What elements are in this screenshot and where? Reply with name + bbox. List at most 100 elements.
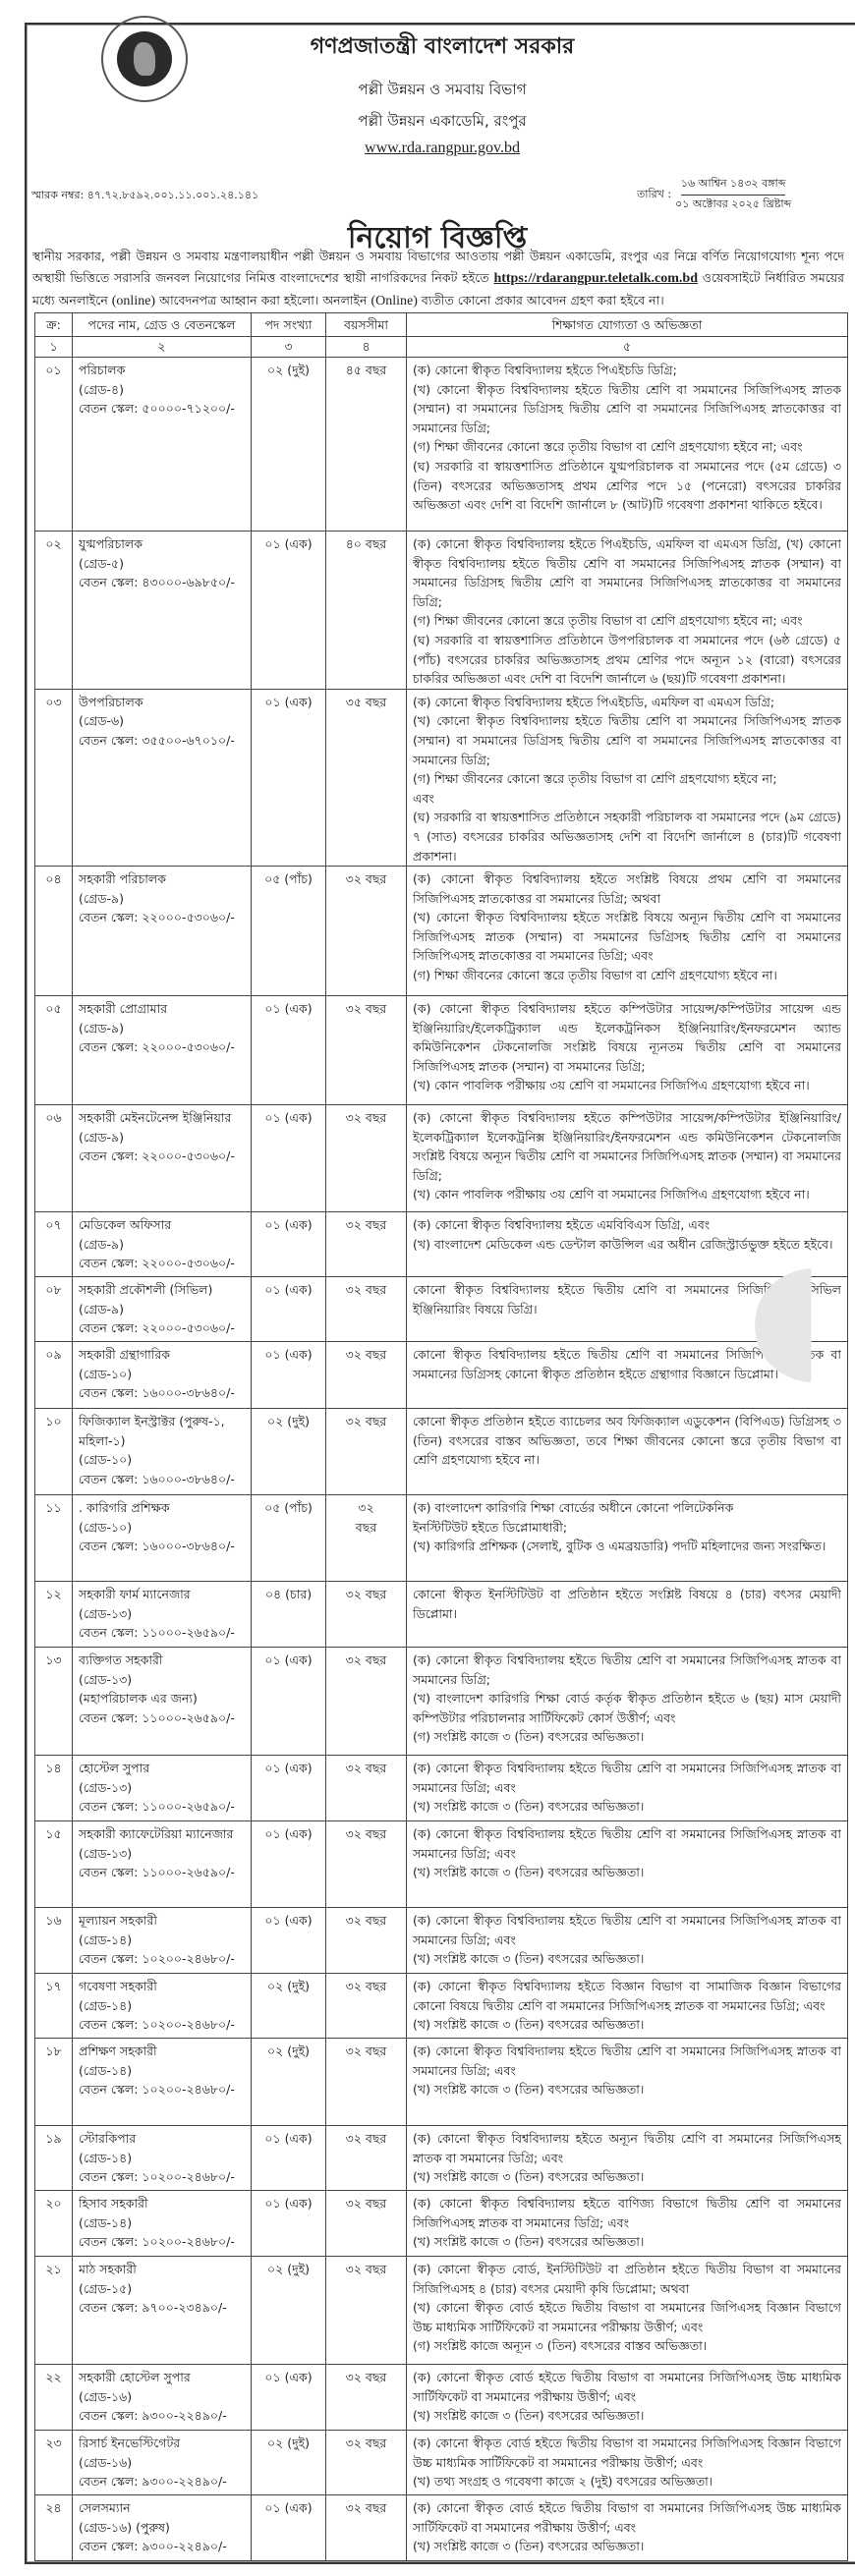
application-website-link[interactable]: https://rdarangpur.teletalk.com.bd bbox=[493, 271, 698, 286]
government-name: গণপ্রজাতন্ত্রী বাংলাদেশ সরকার bbox=[310, 34, 575, 59]
qualification-item: (খ) কোনো স্বীকৃত বিশ্ববিদ্যালয় হইতে সংশ… bbox=[413, 910, 841, 964]
post-name-line: বেতন স্কেল: ১৬০০০-৩৮৬৪০/- bbox=[79, 1471, 235, 1486]
table-row: ২৪ সেলসম্যান (গ্রেড-১৬) (পুরুষ) বেতন স্কেল:… bbox=[34, 2494, 848, 2562]
qualification-item: (ক) কোনো স্বীকৃত বিশ্ববিদ্যালয় হইতে পিএ… bbox=[413, 536, 841, 609]
post-name-line: (গ্রেড-১০) bbox=[79, 1452, 133, 1468]
column-number: ৫ bbox=[406, 336, 848, 358]
table-row: ০৫ সহকারী প্রোগ্রামার (গ্রেড-৯) বেতন স্কেল:… bbox=[34, 995, 848, 1106]
post-name-cell: ফিজিক্যাল ইনস্ট্রাক্টর (পুরুষ-১, মহিলা-১… bbox=[72, 1408, 252, 1496]
post-name-cell: সহকারী ক্যাফেটেরিয়া ম্যানেজার (গ্রেড-১৩)… bbox=[72, 1820, 252, 1909]
age-limit-cell: ৩২ বছর bbox=[325, 1581, 407, 1649]
table-row: ০৩ উপপরিচালক (গ্রেড-৬) বেতন স্কেল: ৩৫৫০০-৬৭… bbox=[34, 688, 848, 868]
qualification-item: (খ) সংশ্লিষ্ট কাজে ৩ (তিন) বৎসরের অভিজ্ঞ… bbox=[413, 2539, 645, 2554]
qualification-item: (খ) কোনো স্বীকৃত বিশ্ববিদ্যালয় হইতে দ্ব… bbox=[413, 713, 841, 767]
table-row: ০২ যুগ্মপরিচালক (গ্রেড-৫) বেতন স্কেল: ৪৩০০০… bbox=[34, 531, 848, 690]
post-count-cell: ০৫ (পাঁচ) bbox=[251, 866, 326, 997]
qualification-cell: কোনো স্বীকৃত বিশ্ববিদ্যালয় হইতে দ্বিতীয… bbox=[406, 1276, 848, 1343]
post-name-line: বেতন স্কেল: ৫০০০০-৭১২০০/- bbox=[79, 401, 235, 417]
qualification-item: কোনো স্বীকৃত ইনস্টিটিউট বা প্রতিষ্ঠান হই… bbox=[413, 1587, 841, 1621]
post-name-line: (মহাপরিচালক এর জন্য) bbox=[79, 1691, 198, 1707]
qualification-item: (ক) কোনো স্বীকৃত বিশ্ববিদ্যালয় হইতে পিএ… bbox=[413, 694, 775, 709]
intro-text: ওয়েবসাইটে নির্ধারিত সময়ের মধ্যে অনলাইন… bbox=[32, 270, 844, 308]
table-row: ১৪ হোস্টেল সুপার (গ্রেড-১৩) বেতন স্কেল: ১১০… bbox=[34, 1755, 848, 1822]
post-name-cell: উপপরিচালক (গ্রেড-৬) বেতন স্কেল: ৩৫৫০০-৬৭০১… bbox=[72, 688, 252, 868]
qualification-cell: (ক) কোনো স্বীকৃত বিশ্ববিদ্যালয় হইতে পিএ… bbox=[406, 357, 848, 532]
table-row: ০১ পরিচালক (গ্রেড-৪) বেতন স্কেল: ৫০০০০-৭১২০… bbox=[34, 357, 848, 532]
post-name-cell: প্রশিক্ষণ সহকারী (গ্রেড-১৪) বেতন স্কেল: ১০… bbox=[72, 2038, 252, 2127]
post-count-cell: ০২ (দুই) bbox=[251, 2256, 326, 2366]
qualification-cell: (ক) কোনো স্বীকৃত বোর্ড হইতে দ্বিতীয় বিভ… bbox=[406, 2364, 848, 2432]
qualification-item: (ক) কোনো স্বীকৃত বোর্ড, ইনস্টিটিউট বা প্… bbox=[413, 2262, 841, 2296]
qualification-item: (খ) সংশ্লিষ্ট কাজে ৩ (তিন) বৎসরের অভিজ্ঞ… bbox=[413, 2169, 645, 2185]
qualification-cell: কোনো স্বীকৃত ইনস্টিটিউট বা প্রতিষ্ঠান হই… bbox=[406, 1581, 848, 1649]
qualification-cell: (ক) কোনো স্বীকৃত বিশ্ববিদ্যালয় হইতে পিএ… bbox=[406, 531, 848, 690]
post-name-line: যুগ্মপরিচালক bbox=[79, 536, 142, 551]
post-name-line: মূল্যায়ন সহকারী bbox=[79, 1913, 157, 1929]
qualification-item: (ক) কোনো স্বীকৃত বিশ্ববিদ্যালয় হইতে বাণ… bbox=[413, 2196, 841, 2230]
post-name-line: (গ্রেড-১৬) bbox=[79, 2388, 133, 2404]
intro-paragraph: স্থানীয় সরকার, পল্লী উন্নয়ন ও সমবায় ম… bbox=[32, 246, 844, 312]
post-name-line: সহকারী পরিচালক bbox=[79, 871, 166, 887]
table-row: ১৩ ব্যক্তিগত সহকারী (গ্রেড-১৩) (মহাপরিচালক … bbox=[34, 1647, 848, 1757]
age-limit-cell: ৩২ বছর bbox=[325, 2125, 407, 2192]
table-row: ০৬ সহকারী মেইনটেনেন্স ইঞ্জিনিয়ার (গ্রেড-৯… bbox=[34, 1104, 848, 1213]
website-link[interactable]: www.rda.rangpur.gov.bd bbox=[365, 140, 520, 156]
post-name-cell: . কারিগরি প্রশিক্ষক (গ্রেড-১০) বেতন স্কেল:… bbox=[72, 1494, 252, 1583]
post-name-line: বেতন স্কেল: ১০২০০-২৪৬৮০/- bbox=[79, 2234, 235, 2250]
serial-cell: ১৮ bbox=[34, 2038, 73, 2127]
post-name-line: (গ্রেড-১৬) bbox=[79, 2454, 133, 2470]
age-limit-cell: ৩২ বছর bbox=[325, 1494, 407, 1583]
post-name-line: বেতন স্কেল: ৩৫৫০০-৬৭০১০/- bbox=[79, 732, 235, 748]
post-name-cell: সেলসম্যান (গ্রেড-১৬) (পুরুষ) বেতন স্কেল: ৯… bbox=[72, 2494, 252, 2562]
table-row: ১০ ফিজিক্যাল ইনস্ট্রাক্টর (পুরুষ-১, মহিলা… bbox=[34, 1408, 848, 1496]
qualification-cell: (ক) কোনো স্বীকৃত বিশ্ববিদ্যালয় হইতে পিএ… bbox=[406, 688, 848, 868]
post-name-line: সহকারী হোস্টেল সুপার bbox=[79, 2370, 191, 2385]
qualification-item: (ক) কোনো স্বীকৃত বিশ্ববিদ্যালয় হইতে দ্ব… bbox=[413, 1826, 841, 1861]
post-name-line: (গ্রেড-৯) bbox=[79, 890, 125, 906]
age-limit-cell: ৩২ বছর bbox=[325, 1907, 407, 1975]
intro-text: (online) bbox=[111, 294, 156, 308]
header-age-limit: বয়সসীমা bbox=[325, 312, 407, 337]
qualification-item: (গ) সংশ্লিষ্ট কাজে ৩ (তিন) বৎসরের অভিজ্ঞ… bbox=[413, 1729, 645, 1745]
table-row: ২০ হিসাব সহকারী (গ্রেড-১৪) বেতন স্কেল: ১০২০… bbox=[34, 2190, 848, 2258]
post-name-cell: মূল্যায়ন সহকারী (গ্রেড-১৪) বেতন স্কেল: ১০… bbox=[72, 1907, 252, 1975]
qualification-cell: (ক) কোনো স্বীকৃত বিশ্ববিদ্যালয় হইতে দ্ব… bbox=[406, 2038, 848, 2127]
serial-cell: ০১ bbox=[34, 357, 73, 532]
header-serial: ক্র: bbox=[34, 312, 73, 337]
intro-text: (Online) bbox=[370, 294, 418, 308]
age-limit-cell: ৩২ বছর bbox=[325, 1647, 407, 1757]
post-name-cell: সহকারী ফার্ম ম্যানেজার (গ্রেড-১৩) বেতন স্ক… bbox=[72, 1581, 252, 1649]
intro-text: আবেদনপত্র আহ্বান করা হইলো। অনলাইন bbox=[159, 293, 368, 308]
age-limit-cell: ৪০ বছর bbox=[325, 531, 407, 690]
post-count-cell: ০৪ (চার) bbox=[251, 1581, 326, 1649]
bangladesh-map-icon bbox=[134, 42, 155, 76]
post-name-line: বেতন স্কেল: ২২০০০-৫৩০৬০/- bbox=[79, 910, 235, 925]
post-count-cell: ০৫ (পাঁচ) bbox=[251, 1494, 326, 1583]
post-name-line: বেতন স্কেল: ১৬০০০-৩৮৬৪০/- bbox=[79, 1539, 235, 1554]
post-name-line: হোস্টেল সুপার bbox=[79, 1761, 150, 1776]
qualification-cell: (ক) কোনো স্বীকৃত বিশ্ববিদ্যালয় হইতে অন্… bbox=[406, 2125, 848, 2192]
qualification-item: (গ) শিক্ষা জীবনের কোনো স্তরে তৃতীয় বিভা… bbox=[413, 439, 803, 455]
serial-cell: ১৬ bbox=[34, 1907, 73, 1975]
post-name-line: (গ্রেড-১৩) bbox=[79, 1779, 133, 1795]
qualification-item: (গ) সংশ্লিষ্ট কাজে অন্যূন ৩ (তিন) বৎসরের… bbox=[413, 2338, 708, 2354]
post-count-cell: ০১ (এক) bbox=[251, 2125, 326, 2192]
post-name-line: বেতন স্কেল: ১১০০০-২৬৫৯০/- bbox=[79, 1799, 235, 1815]
age-limit-cell: ৩২ বছর bbox=[325, 2364, 407, 2432]
post-name-line: বেতন স্কেল: ১১০০০-২৬৫৯০/- bbox=[79, 1709, 235, 1725]
post-name-line: ব্যক্তিগত সহকারী bbox=[79, 1652, 163, 1668]
post-name-line: (গ্রেড-৯) bbox=[79, 1301, 125, 1316]
post-name-line: বেতন স্কেল: ১০২০০-২৪৬৮০/- bbox=[79, 1951, 235, 1967]
qualification-cell: (ক) কোনো স্বীকৃত বিশ্ববিদ্যালয় হইতে বাণ… bbox=[406, 2190, 848, 2258]
post-name-cell: মেডিকেল অফিসার (গ্রেড-৯) বেতন স্কেল: ২২০০০… bbox=[72, 1211, 252, 1278]
post-count-cell: ০১ (এক) bbox=[251, 1104, 326, 1213]
table-row: ০৯ সহকারী গ্রন্থাগারিক (গ্রেড-১০) বেতন স্কে… bbox=[34, 1341, 848, 1410]
serial-cell: ১৪ bbox=[34, 1755, 73, 1822]
qualification-item: (ক) কোনো স্বীকৃত বিশ্ববিদ্যালয় হইতে কম্… bbox=[413, 1001, 841, 1074]
serial-cell: ১০ bbox=[34, 1408, 73, 1496]
memo-number: স্মারক নম্বর: ৪৭.৭২.৮৫৯২.০০১.১১.০০১.২৪.১… bbox=[31, 189, 259, 201]
post-count-cell: ০১ (এক) bbox=[251, 995, 326, 1106]
qualification-item: (খ) সংশ্লিষ্ট কাজে ৩ (তিন) বৎসরের অভিজ্ঞ… bbox=[413, 2408, 645, 2424]
qualification-item: (গ) শিক্ষা জীবনের কোনো স্তরে তৃতীয় বিভা… bbox=[413, 613, 803, 629]
post-name-cell: হিসাব সহকারী (গ্রেড-১৪) বেতন স্কেল: ১০২০০-… bbox=[72, 2190, 252, 2258]
